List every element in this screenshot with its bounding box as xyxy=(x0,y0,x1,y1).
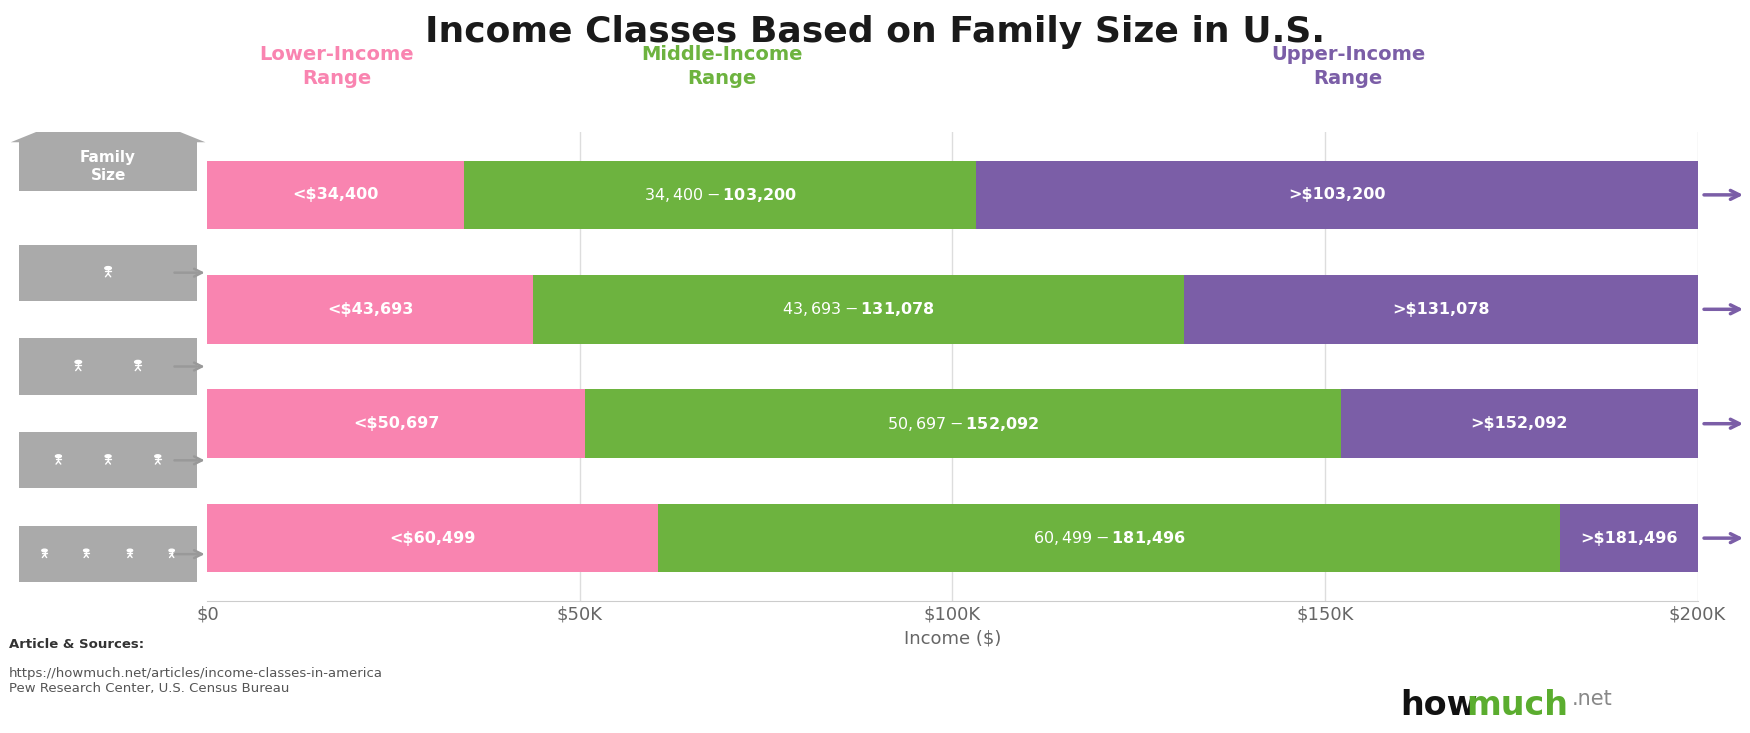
Circle shape xyxy=(105,267,112,270)
Bar xyxy=(19,526,198,582)
Circle shape xyxy=(56,454,61,457)
Text: $34,400 - $103,200: $34,400 - $103,200 xyxy=(644,186,796,204)
Text: >$152,092: >$152,092 xyxy=(1470,416,1568,431)
Text: https://howmuch.net/articles/income-classes-in-america
Pew Research Center, U.S.: https://howmuch.net/articles/income-clas… xyxy=(9,667,383,695)
Text: <$50,697: <$50,697 xyxy=(354,416,439,431)
Bar xyxy=(534,275,1185,344)
Text: >$131,078: >$131,078 xyxy=(1391,302,1489,317)
Bar xyxy=(208,389,584,458)
Bar xyxy=(208,275,534,344)
Bar xyxy=(138,112,161,133)
Bar xyxy=(1559,504,1698,572)
Bar xyxy=(584,389,1340,458)
Bar xyxy=(19,245,198,301)
Bar xyxy=(977,161,1698,229)
Text: how: how xyxy=(1400,689,1477,722)
Polygon shape xyxy=(10,103,205,142)
Bar xyxy=(1340,389,1698,458)
Text: Income Classes Based on Family Size in U.S.: Income Classes Based on Family Size in U… xyxy=(425,15,1325,48)
Circle shape xyxy=(105,454,110,457)
Text: <$60,499: <$60,499 xyxy=(390,531,476,545)
Circle shape xyxy=(75,361,82,364)
X-axis label: Income ($): Income ($) xyxy=(903,630,1001,647)
Text: Upper-Income
Range: Upper-Income Range xyxy=(1270,45,1424,88)
Text: Lower-Income
Range: Lower-Income Range xyxy=(259,45,413,88)
Bar xyxy=(19,432,198,488)
Bar xyxy=(1185,275,1698,344)
Text: .net: .net xyxy=(1572,689,1612,709)
Circle shape xyxy=(42,549,47,552)
Text: <$34,400: <$34,400 xyxy=(292,188,378,202)
Bar xyxy=(19,142,198,191)
Bar xyxy=(464,161,977,229)
Text: much: much xyxy=(1466,689,1568,722)
Circle shape xyxy=(170,549,175,552)
Circle shape xyxy=(135,361,142,364)
Text: $60,499 - $181,496: $60,499 - $181,496 xyxy=(1032,529,1185,547)
Circle shape xyxy=(128,549,133,552)
Text: $50,697 - $152,092: $50,697 - $152,092 xyxy=(887,415,1040,432)
Bar xyxy=(208,161,464,229)
Bar xyxy=(658,504,1559,572)
Circle shape xyxy=(84,549,89,552)
Bar xyxy=(19,339,198,394)
Text: <$43,693: <$43,693 xyxy=(327,302,413,317)
Text: $43,693 - $131,078: $43,693 - $131,078 xyxy=(782,301,934,318)
Text: Article & Sources:: Article & Sources: xyxy=(9,638,144,651)
Text: >$181,496: >$181,496 xyxy=(1580,531,1676,545)
Text: >$103,200: >$103,200 xyxy=(1288,188,1386,202)
Circle shape xyxy=(154,454,161,457)
Text: Family
Size: Family Size xyxy=(80,150,136,183)
Bar xyxy=(208,504,658,572)
Text: Middle-Income
Range: Middle-Income Range xyxy=(640,45,803,88)
